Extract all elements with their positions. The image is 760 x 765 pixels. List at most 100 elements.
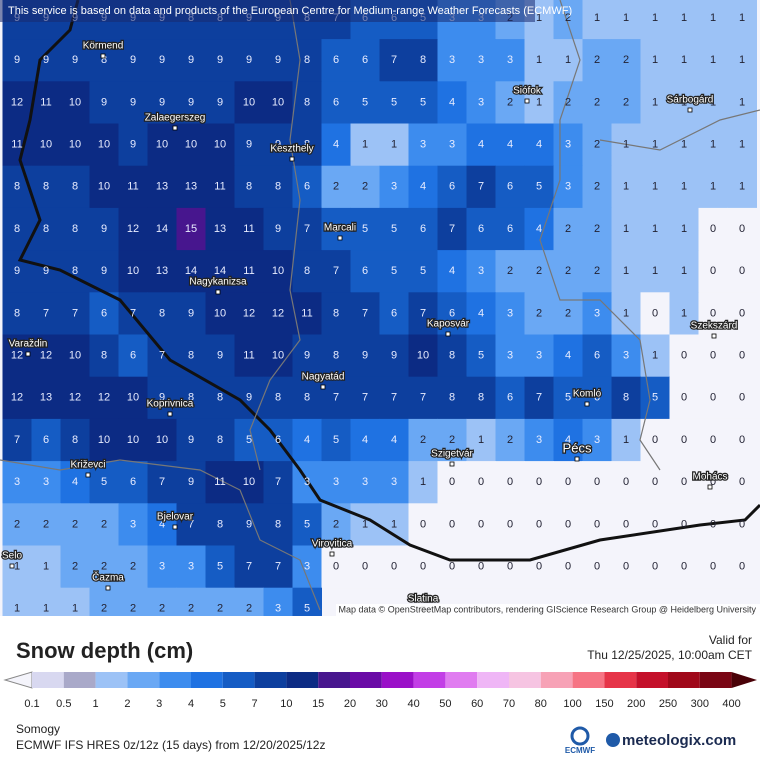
grid-value: 3 xyxy=(478,265,484,277)
cell xyxy=(321,39,351,82)
legend-tick: 20 xyxy=(344,698,356,710)
cell xyxy=(321,165,351,209)
cell xyxy=(89,418,119,462)
cell xyxy=(466,81,496,124)
grid-value: 2 xyxy=(507,265,513,277)
place-dot xyxy=(337,235,343,241)
legend-swatch xyxy=(254,672,287,688)
cell xyxy=(727,418,757,462)
grid-value: 8 xyxy=(478,392,484,404)
grid-value: 1 xyxy=(652,12,658,24)
grid-value: 9 xyxy=(130,96,136,108)
cell xyxy=(205,292,235,335)
grid-value: 12 xyxy=(69,392,81,404)
grid-value: 1 xyxy=(362,518,368,530)
place-name: Križevci xyxy=(70,460,105,471)
cell xyxy=(234,207,264,251)
cell xyxy=(176,292,206,335)
grid-value: 3 xyxy=(536,434,542,446)
grid-value: 3 xyxy=(478,54,484,66)
place-name: Čazma xyxy=(92,571,124,584)
cell xyxy=(408,207,438,251)
place-dot xyxy=(215,289,221,295)
grid-value: 3 xyxy=(594,307,600,319)
grid-value: 6 xyxy=(101,307,107,319)
cell xyxy=(60,334,90,378)
cell xyxy=(350,418,380,462)
grid-value: 12 xyxy=(11,350,23,362)
legend-swatch xyxy=(413,672,446,688)
cell xyxy=(437,292,467,335)
cell xyxy=(408,123,438,167)
cell xyxy=(31,418,61,462)
cell xyxy=(321,207,351,251)
grid-value: 0 xyxy=(565,561,571,573)
grid-value: 10 xyxy=(98,434,110,446)
place-name: Komló xyxy=(573,389,602,400)
grid-value: 9 xyxy=(188,307,194,319)
cell xyxy=(263,207,293,251)
cell xyxy=(118,503,148,546)
grid-value: 2 xyxy=(449,434,455,446)
cell xyxy=(350,334,380,378)
cell xyxy=(147,165,177,209)
cell xyxy=(640,418,670,462)
cell xyxy=(640,39,670,82)
cell xyxy=(640,207,670,251)
place-dot xyxy=(329,551,335,557)
grid-value: 0 xyxy=(739,476,745,488)
grid-value: 6 xyxy=(507,181,513,193)
cell xyxy=(727,39,757,82)
grid-value: 12 xyxy=(11,96,23,108)
legend-tick: 400 xyxy=(722,698,740,710)
grid-value: 4 xyxy=(304,434,310,446)
grid-value: 5 xyxy=(391,96,397,108)
grid-value: 7 xyxy=(72,307,78,319)
cell xyxy=(408,250,438,293)
place-dot xyxy=(524,98,530,104)
grid-value: 7 xyxy=(275,561,281,573)
cell xyxy=(263,123,293,167)
cell xyxy=(495,250,525,293)
grid-value: 0 xyxy=(594,476,600,488)
place-dot xyxy=(289,156,295,162)
cell xyxy=(147,207,177,251)
grid-value: 3 xyxy=(507,54,513,66)
legend-tick: 100 xyxy=(563,698,581,710)
grid-value: 13 xyxy=(185,181,197,193)
grid-value: 14 xyxy=(185,265,197,277)
cell xyxy=(89,207,119,251)
cell xyxy=(553,250,583,293)
cell xyxy=(205,461,235,504)
grid-value: 0 xyxy=(565,476,571,488)
cell xyxy=(582,165,612,209)
grid-value: 9 xyxy=(130,139,136,151)
grid-value: 0 xyxy=(362,561,368,573)
grid-value: 0 xyxy=(507,476,513,488)
cell xyxy=(350,81,380,124)
place-name: Pécs xyxy=(563,440,592,455)
grid-value: 5 xyxy=(565,392,571,404)
cell xyxy=(727,461,757,504)
legend-tick: 250 xyxy=(659,698,677,710)
cell xyxy=(727,503,757,546)
grid-value: 1 xyxy=(739,139,745,151)
cell xyxy=(292,207,322,251)
grid-value: 6 xyxy=(449,181,455,193)
grid-value: 11 xyxy=(127,181,138,193)
grid-value: 2 xyxy=(507,434,513,446)
grid-value: 0 xyxy=(652,434,658,446)
grid-value: 9 xyxy=(304,350,310,362)
cell xyxy=(495,334,525,378)
cell xyxy=(147,123,177,167)
place-dot xyxy=(172,524,178,530)
grid-value: 10 xyxy=(40,139,52,151)
grid-value: 13 xyxy=(156,181,168,193)
grid-value: 5 xyxy=(420,265,426,277)
grid-value: 2 xyxy=(159,603,165,615)
grid-value: 4 xyxy=(449,96,455,108)
cell xyxy=(669,250,699,293)
legend-swatch xyxy=(95,672,128,688)
cell xyxy=(495,545,525,589)
